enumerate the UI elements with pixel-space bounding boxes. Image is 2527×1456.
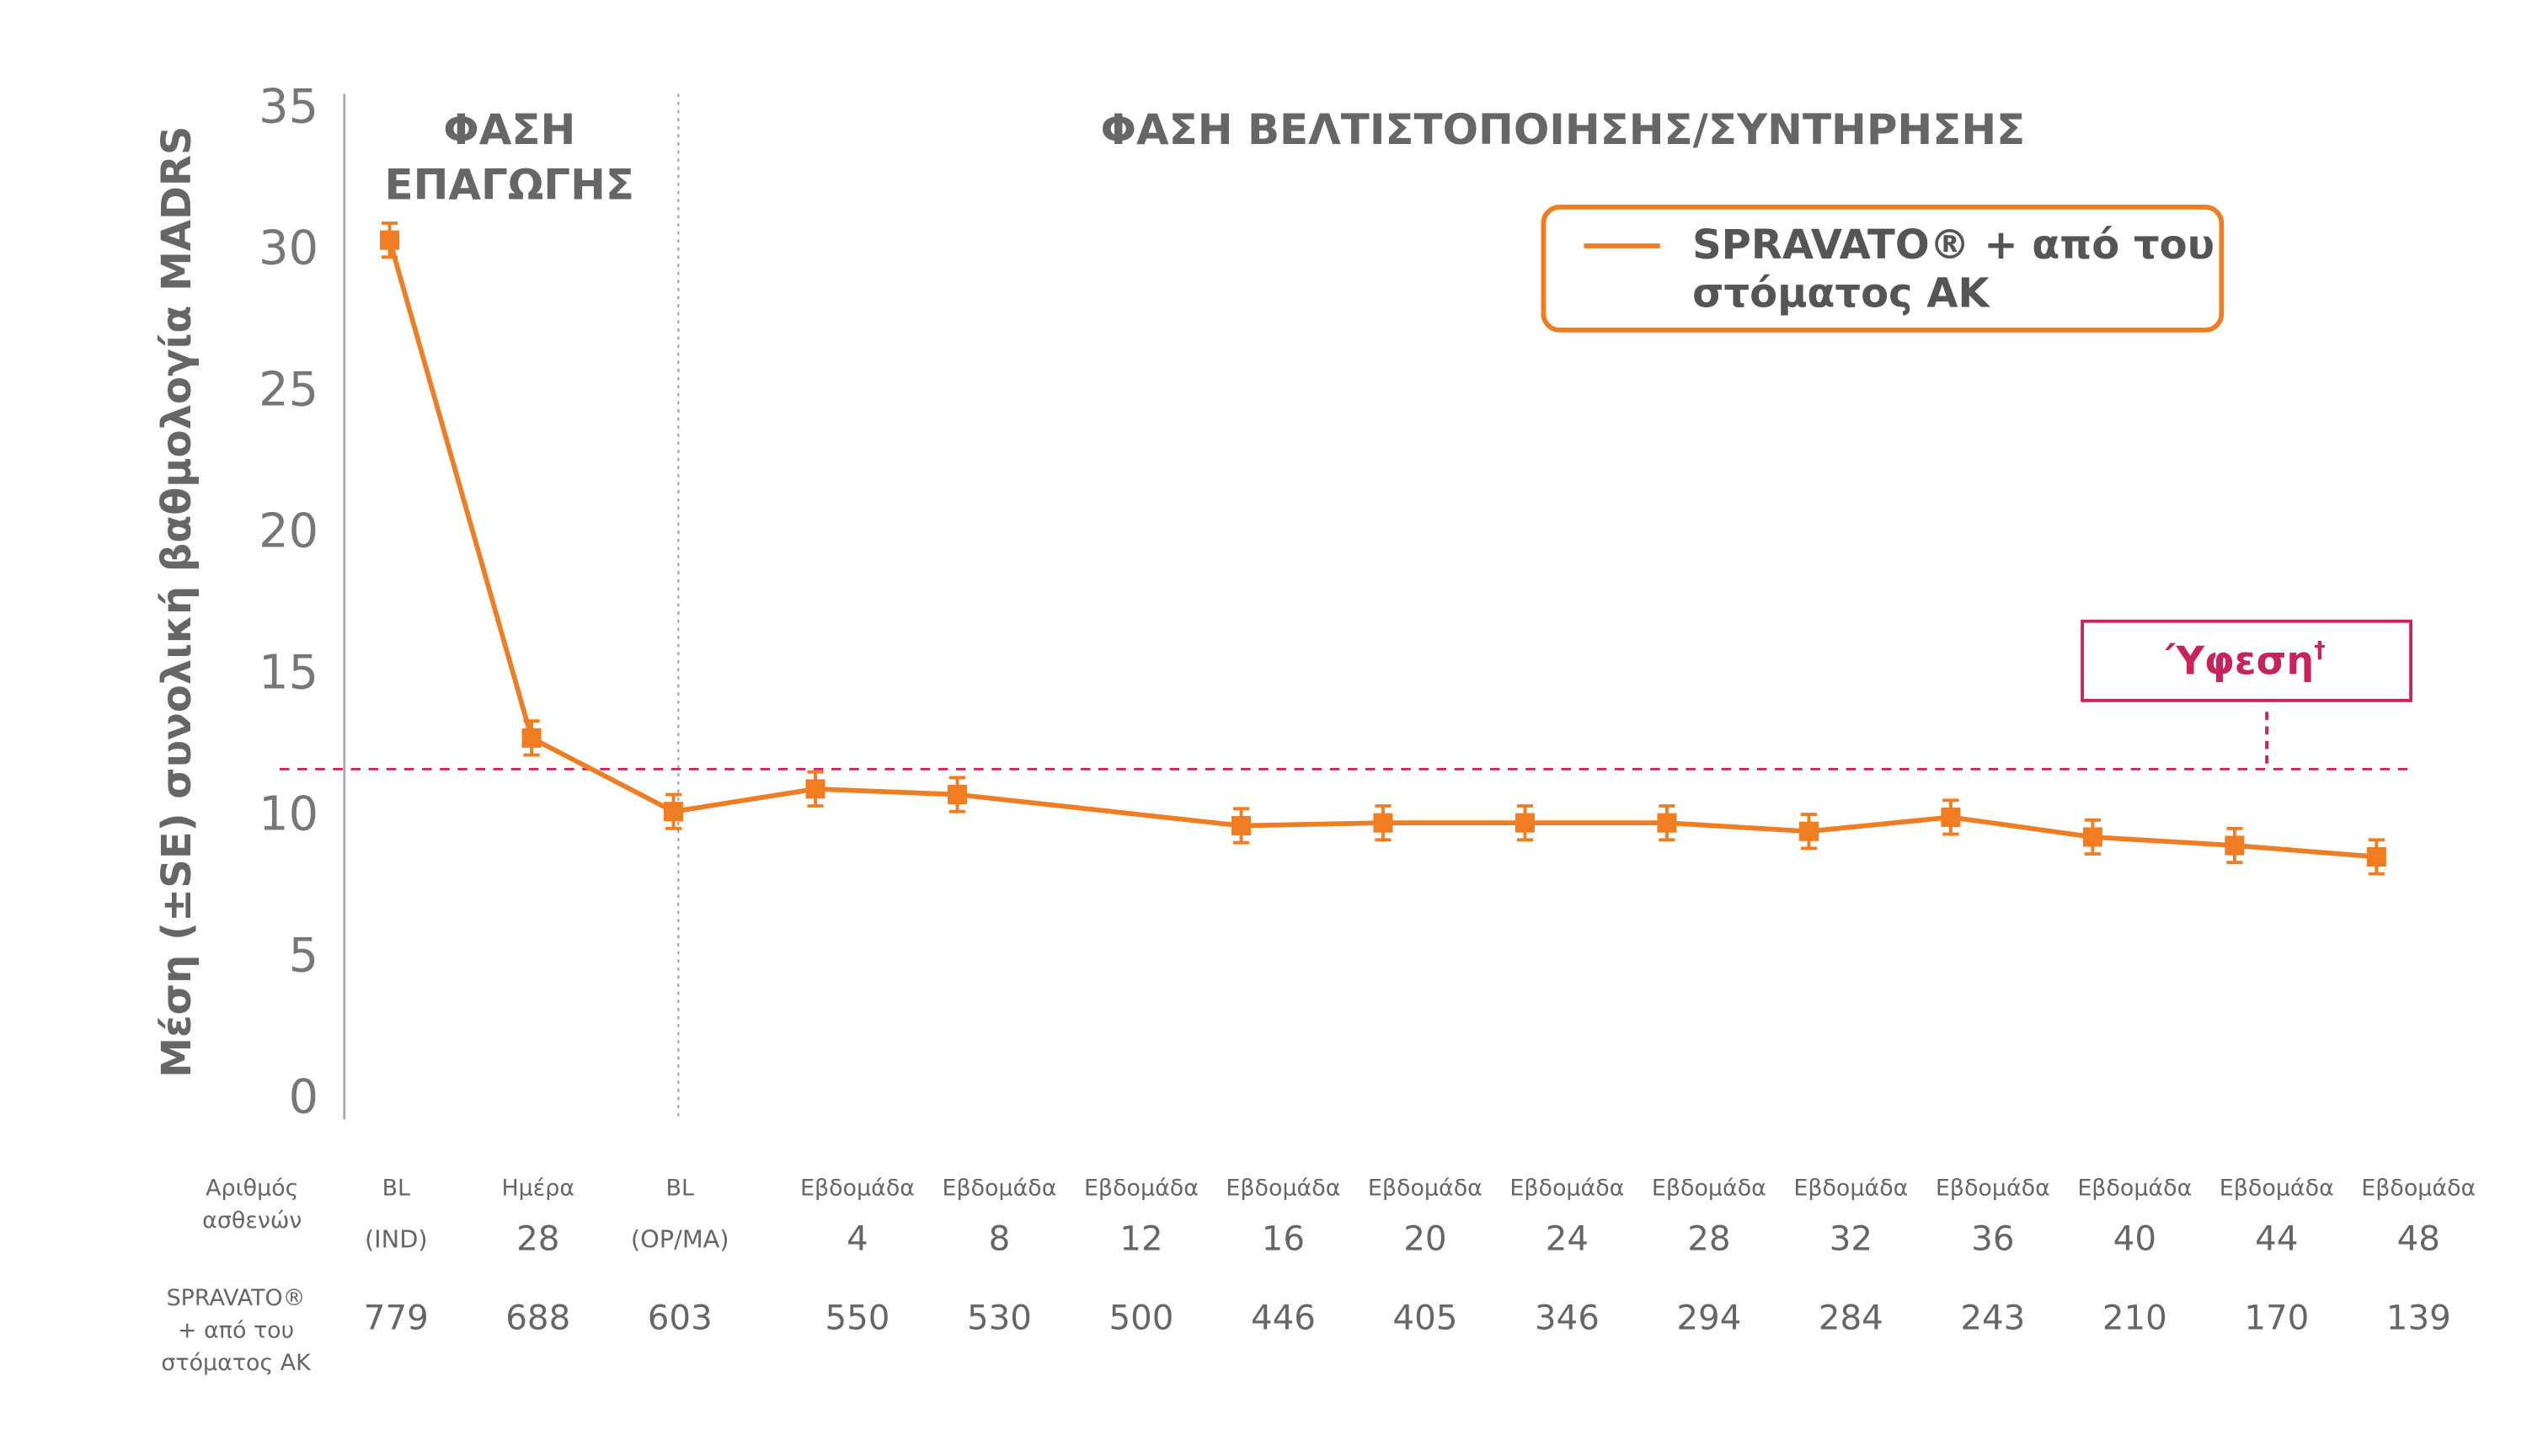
- legend-label: SPRAVATO® + από του: [1692, 221, 2214, 269]
- row-label: στόματος ΑΚ: [161, 1350, 312, 1376]
- x-tick-label: (IND): [365, 1224, 428, 1253]
- threshold-mark: †: [2314, 637, 2325, 663]
- x-tick-label: 4: [847, 1219, 868, 1258]
- marker: [1373, 813, 1393, 833]
- marker: [947, 785, 968, 805]
- x-tick-label: 20: [1403, 1219, 1446, 1258]
- x-tick-label: Εβδομάδα: [1652, 1176, 1766, 1202]
- count: 603: [648, 1299, 713, 1338]
- count: 284: [1819, 1299, 1883, 1338]
- x-tick-label: Ημέρα: [501, 1176, 574, 1202]
- count: 170: [2244, 1299, 2309, 1338]
- line-bridge: [957, 792, 1242, 829]
- x-tick-label: 12: [1119, 1219, 1162, 1258]
- x-tick-label: 48: [2397, 1219, 2440, 1258]
- y-tick-label: 25: [259, 363, 318, 418]
- phase-label: ΕΠΑΓΩΓΗΣ: [384, 160, 634, 209]
- count: 688: [505, 1299, 570, 1338]
- x-tick-label: 16: [1262, 1219, 1305, 1258]
- count: 294: [1676, 1299, 1741, 1338]
- y-tick-label: 0: [289, 1069, 318, 1124]
- y-tick-label: 5: [289, 929, 318, 984]
- x-tick-label: (OP/MA): [631, 1224, 729, 1253]
- x-tick-label: Εβδομάδα: [2077, 1176, 2192, 1202]
- y-tick-label: 35: [259, 80, 318, 135]
- count: 405: [1392, 1299, 1457, 1338]
- threshold-box: [2081, 619, 2412, 702]
- count: 139: [2386, 1299, 2451, 1338]
- marker: [521, 728, 542, 748]
- phase-label: ΦΑΣΗ ΒΕΛΤΙΣΤΟΠΟΙΗΣΗΣ/ΣΥΝΤΗΡΗΣΗΣ: [1101, 105, 2026, 154]
- row-label: Αριθμός: [206, 1176, 298, 1202]
- marker: [2082, 827, 2102, 847]
- count: 243: [1960, 1299, 2025, 1338]
- count: 779: [364, 1299, 429, 1338]
- x-tick-label: 36: [1971, 1219, 2014, 1258]
- count: 530: [967, 1299, 1032, 1338]
- count: 550: [825, 1299, 890, 1338]
- row-label: SPRAVATO®: [167, 1285, 306, 1311]
- marker: [2366, 846, 2386, 867]
- threshold-text: Ύφεση: [2165, 637, 2315, 683]
- x-tick-label: 28: [516, 1219, 559, 1258]
- count: 446: [1251, 1299, 1316, 1338]
- marker: [664, 802, 684, 822]
- x-tick-label: BL: [666, 1176, 694, 1202]
- y-tick-label: 20: [259, 504, 318, 559]
- x-tick-label: Εβδομάδα: [2361, 1176, 2476, 1202]
- x-tick-label: BL: [382, 1176, 410, 1202]
- x-tick-label: Εβδομάδα: [2220, 1176, 2334, 1202]
- marker: [1798, 821, 1819, 841]
- marker: [1941, 807, 1961, 827]
- phase-label: ΦΑΣΗ: [443, 105, 575, 154]
- series-line: [387, 239, 2377, 860]
- x-tick-label: Εβδομάδα: [942, 1176, 1056, 1202]
- marker: [805, 779, 825, 799]
- marker: [380, 230, 400, 250]
- x-tick-label: Εβδομάδα: [1509, 1176, 1624, 1202]
- x-tick-label: Εβδομάδα: [1084, 1176, 1199, 1202]
- x-tick-label: 32: [1830, 1219, 1873, 1258]
- y-tick-label: 10: [259, 787, 318, 842]
- marker: [1231, 815, 1252, 836]
- row-label: + από του: [178, 1318, 294, 1344]
- x-tick-label: Εβδομάδα: [1793, 1176, 1908, 1202]
- count: 500: [1109, 1299, 1173, 1338]
- marker: [2225, 835, 2245, 856]
- x-tick-label: Εβδομάδα: [1368, 1176, 1483, 1202]
- x-tick-label: Εβδομάδα: [1936, 1176, 2050, 1202]
- threshold-label: Ύφεση†: [2165, 637, 2326, 683]
- marker: [1515, 813, 1535, 833]
- x-tick-label: Εβδομάδα: [1226, 1176, 1340, 1202]
- count: 210: [2102, 1299, 2167, 1338]
- marker: [1657, 813, 1677, 833]
- x-tick-label: Εβδομάδα: [800, 1176, 915, 1202]
- legend-label: στόματος ΑΚ: [1692, 270, 1990, 317]
- count: 346: [1535, 1299, 1600, 1338]
- row-label: ασθενών: [202, 1208, 302, 1234]
- y-tick-label: 30: [259, 221, 318, 276]
- x-tick-label: 24: [1546, 1219, 1589, 1258]
- legend-box: [1541, 205, 2225, 333]
- x-tick-label: 40: [2113, 1219, 2156, 1258]
- x-tick-label: 44: [2255, 1219, 2298, 1258]
- x-tick-label: 28: [1687, 1219, 1730, 1258]
- x-tick-label: 8: [989, 1219, 1011, 1258]
- y-axis-title: Μέση (±SE) συνολική βαθμολογία MADRS: [153, 126, 200, 1078]
- y-tick-label: 15: [259, 646, 318, 701]
